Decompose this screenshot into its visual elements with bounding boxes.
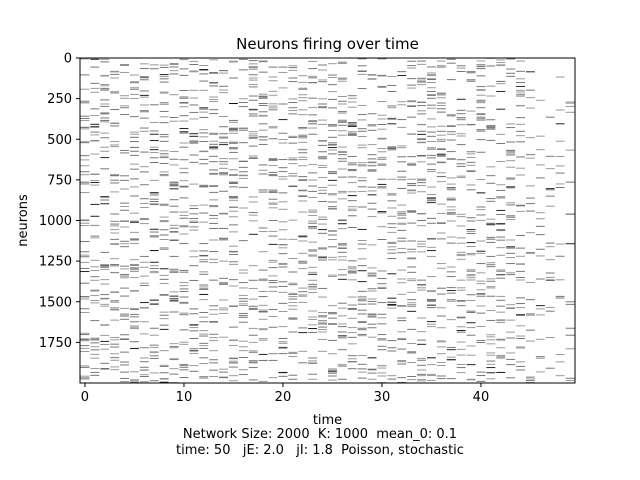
spike-layer — [80, 57, 575, 384]
y-tick-label: 1500 — [39, 295, 72, 310]
caption-line-2: time: 50 jE: 2.0 jI: 1.8 Poisson, stocha… — [176, 443, 464, 458]
y-tick-label: 250 — [47, 92, 72, 107]
x-tick-label: 20 — [275, 390, 292, 405]
y-axis: 0 250 500 750 1000 1250 1500 1750 — [39, 52, 80, 351]
chart-title: Neurons firing over time — [236, 35, 419, 53]
x-axis-label: time — [313, 413, 342, 428]
raster-chart: Neurons firing over time 0 10 20 30 40 0 250 5… — [16, 35, 576, 428]
x-tick-label: 0 — [81, 390, 89, 405]
x-tick-label: 10 — [176, 390, 193, 405]
y-tick-label: 500 — [47, 133, 72, 148]
plot-frame — [79, 57, 576, 384]
x-tick-label: 40 — [473, 390, 490, 405]
y-tick-label: 1750 — [39, 336, 72, 351]
y-tick-label: 1250 — [39, 255, 72, 270]
y-tick-label: 750 — [47, 173, 72, 188]
y-tick-label: 0 — [64, 52, 72, 67]
x-axis: 0 10 20 30 40 — [81, 383, 489, 405]
caption-line-1: Network Size: 2000 K: 1000 mean_0: 0.1 — [182, 427, 458, 442]
y-tick-label: 1000 — [39, 214, 72, 229]
y-axis-label: neurons — [16, 194, 31, 247]
x-tick-label: 30 — [374, 390, 391, 405]
